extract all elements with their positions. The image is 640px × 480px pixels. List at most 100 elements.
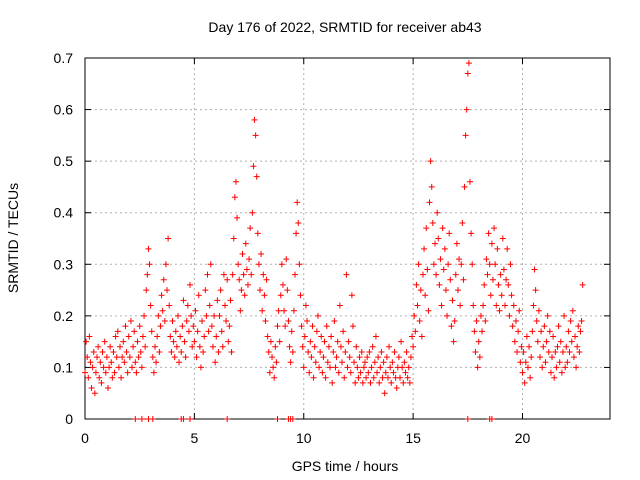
data-point [273,359,280,366]
data-point [96,374,103,381]
data-point [468,230,475,237]
data-point [118,374,125,381]
data-point [229,271,236,278]
data-point [438,302,445,309]
data-point [262,318,269,325]
data-point [189,343,196,350]
data-point [494,245,501,252]
data-point [324,359,331,366]
data-point [523,333,530,340]
data-point [132,416,139,422]
data-point [311,343,318,350]
data-point [187,281,193,288]
data-point [331,318,338,325]
data-point [351,359,358,366]
data-point [270,364,277,371]
data-point [367,379,374,386]
data-point [465,60,472,67]
data-point [225,338,232,345]
data-point [158,292,165,299]
data-point [345,338,352,345]
data-point [138,416,145,422]
data-point [561,312,568,319]
data-point [429,220,436,227]
data-point [241,292,248,299]
data-point [450,338,457,345]
data-point [415,261,422,268]
data-point [203,312,210,319]
data-point [264,333,271,340]
data-point [329,379,336,386]
data-point [135,354,142,361]
data-point [512,318,519,325]
data-point [533,318,540,325]
data-point [575,323,582,330]
data-point [444,312,451,319]
data-point [218,328,225,335]
data-point [514,348,521,355]
data-point [432,240,438,247]
y-tick-label: 0 [65,411,73,427]
data-point [127,318,134,325]
data-point [261,292,268,299]
data-point [137,348,144,355]
data-point [106,364,113,371]
data-point [553,364,560,371]
data-point [459,220,466,227]
data-point [534,338,541,345]
data-point [469,261,476,268]
data-point [114,328,121,335]
data-point [133,369,140,376]
data-point [332,364,339,371]
data-point [169,318,176,325]
data-point [346,354,353,361]
data-point [149,416,156,422]
x-tick-labels: 0 5 10 15 20 [81,430,530,446]
data-point [538,328,545,335]
data-point [308,354,315,361]
data-point [327,364,333,371]
data-point [507,261,514,268]
data-point [222,302,228,309]
data-point [249,209,256,216]
data-point [424,266,431,273]
data-point [223,318,230,325]
data-point [276,338,283,345]
data-point [278,261,285,268]
data-point [251,116,258,123]
data-point [551,374,558,381]
data-point [148,328,155,335]
data-point [545,348,552,355]
data-point [330,348,337,355]
data-point [452,271,459,278]
data-point [230,235,237,242]
data-point [90,348,97,355]
data-point [535,307,542,314]
data-point [522,359,529,366]
data-point [554,343,561,350]
data-point [152,343,158,350]
data-point [508,292,515,299]
data-point [388,379,395,386]
data-point [98,379,105,386]
data-point [107,343,114,350]
data-point [206,302,213,309]
data-point [120,338,127,345]
data-point [434,209,441,216]
data-point [518,343,525,350]
data-point [371,359,378,366]
data-point [403,348,410,355]
data-point [405,364,412,371]
data-point [519,369,526,376]
data-point [267,338,274,345]
data-point [160,276,167,283]
data-point [517,359,524,366]
data-point [92,369,99,376]
data-point [573,364,580,371]
data-point [407,354,414,361]
data-point [153,359,160,366]
data-point [317,348,324,355]
data-point [305,348,312,355]
data-point [526,343,533,350]
data-point [369,343,376,350]
